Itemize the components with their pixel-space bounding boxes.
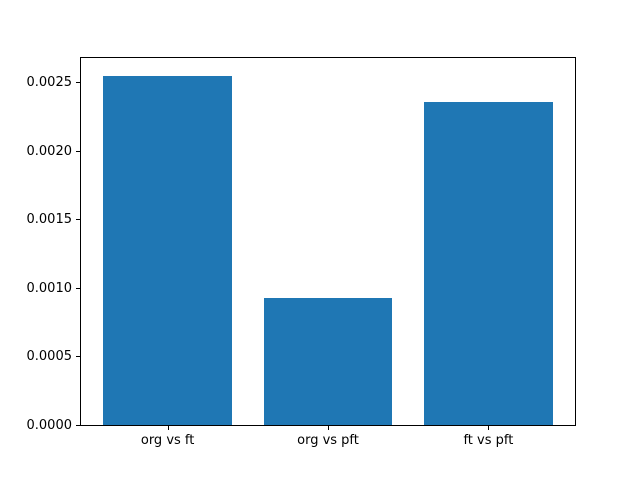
x-tick-label: org vs pft (297, 433, 359, 448)
y-tick-label: 0.0010 (26, 280, 73, 296)
y-tick-label: 0.0025 (26, 75, 73, 91)
y-tick-label: 0.0005 (26, 349, 73, 365)
y-tick-label: 0.0015 (26, 212, 73, 228)
y-tick-mark (76, 356, 80, 358)
x-tick-mark (488, 426, 490, 430)
y-tick-label: 0.0000 (26, 418, 73, 433)
bar-org-vs-ft (103, 75, 232, 425)
y-tick-mark (76, 287, 80, 289)
y-tick-mark (76, 150, 80, 152)
plot-area (80, 57, 576, 426)
x-tick-mark (328, 426, 329, 430)
y-tick-mark (76, 82, 80, 84)
bar-org-vs-pft (263, 297, 393, 425)
y-tick-mark (76, 219, 80, 221)
bar-ft-vs-pft (424, 101, 553, 425)
x-tick-label: org vs ft (140, 433, 195, 448)
y-tick-mark (76, 425, 80, 426)
x-tick-label: ft vs pft (463, 433, 514, 448)
x-tick-mark (167, 426, 169, 430)
y-tick-label: 0.0020 (26, 143, 73, 159)
